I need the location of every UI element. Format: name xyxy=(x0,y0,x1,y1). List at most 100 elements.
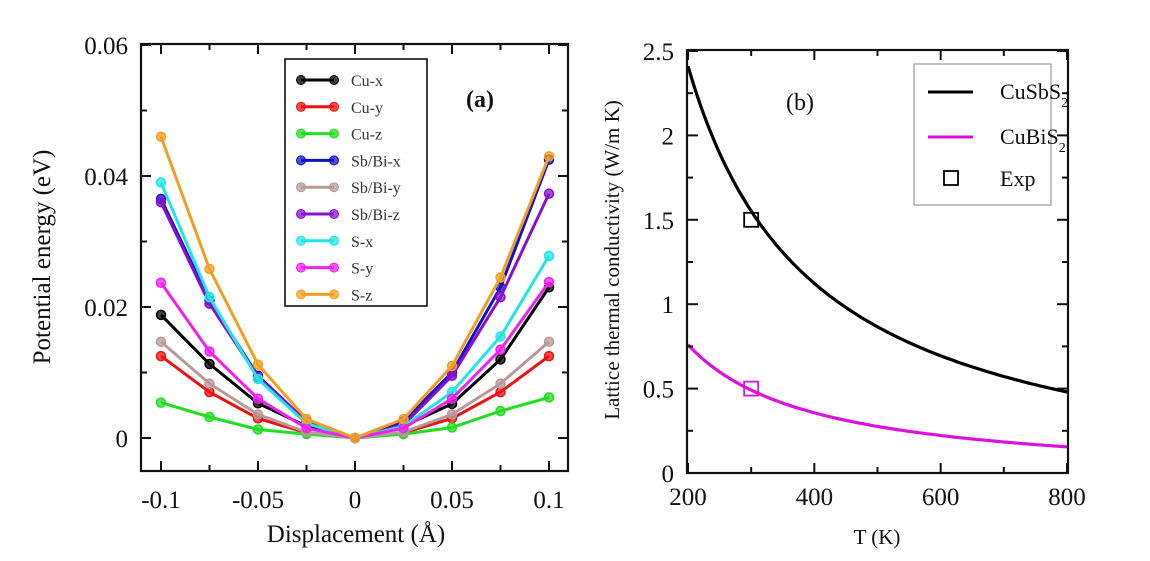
panel-a-y-axis-label: Potential energy (eV) xyxy=(29,150,56,365)
panel-a-y-tick-label: 0.04 xyxy=(84,164,128,191)
panel-b-y-tick-label: 1 xyxy=(662,292,675,319)
legend-marker xyxy=(296,289,306,300)
data-point xyxy=(252,359,264,370)
legend-label: Sb/Bi-y xyxy=(351,180,401,197)
series-line-cusbs2 xyxy=(686,65,1068,394)
data-point xyxy=(155,277,167,289)
data-point xyxy=(495,331,506,342)
panel-a-series xyxy=(155,131,555,444)
panel-a-series-sb-bi-y xyxy=(155,336,555,444)
legend-marker xyxy=(296,75,306,85)
panel-a-x-tick-label: 0 xyxy=(349,487,362,514)
data-point xyxy=(252,393,264,404)
panel-a-ticks: -0.1 -0.05 0 0.05 0.1 0 0.02 0.04 0.06 xyxy=(84,33,568,514)
panel-b-x-tick-label: 800 xyxy=(1048,484,1086,511)
legend-item: S-z xyxy=(296,287,372,304)
legend-label: Sb/Bi-z xyxy=(351,207,400,224)
data-point xyxy=(155,309,167,321)
legend-marker xyxy=(329,262,339,273)
data-point xyxy=(543,151,555,162)
legend-label: Cu-z xyxy=(351,127,382,144)
data-point xyxy=(252,409,264,420)
data-point xyxy=(446,360,458,372)
data-point xyxy=(543,336,555,347)
panel-b-y-tick-label: 1.5 xyxy=(643,208,674,235)
legend-marker xyxy=(329,289,339,300)
panel-a-y-tick-label: 0 xyxy=(116,426,129,453)
exp-data-point xyxy=(743,380,760,397)
data-point xyxy=(155,196,167,208)
data-point xyxy=(495,378,506,389)
legend-item: S-x xyxy=(296,234,373,251)
data-point xyxy=(543,276,555,288)
panel-a-y-tick-label: 0.06 xyxy=(84,33,128,60)
data-point xyxy=(204,346,215,357)
legend-label: Exp xyxy=(1000,166,1035,191)
legend-marker xyxy=(296,262,306,273)
legend-marker xyxy=(296,155,306,166)
legend-marker xyxy=(296,182,306,193)
panel-a-legend: Cu-x Cu-y Cu-z Sb/Bi-x Sb/Bi-y Sb/Bi-z S-x S-y S… xyxy=(284,58,428,307)
legend-item: Sb/Bi-y xyxy=(296,180,401,197)
data-point xyxy=(252,424,264,435)
legend-label: S-y xyxy=(351,261,373,278)
legend-marker xyxy=(329,235,339,246)
panel-b-legend-box xyxy=(913,63,1052,206)
legend-item: Sb/Bi-z xyxy=(296,207,400,224)
series-line xyxy=(160,340,550,440)
legend-marker xyxy=(296,128,306,139)
panel-b-label: (b) xyxy=(786,90,814,116)
series-line-cubis2 xyxy=(686,343,1068,449)
legend-marker xyxy=(329,75,339,85)
panel-b-y-tick-label: 2 xyxy=(662,123,675,150)
data-point xyxy=(204,358,215,370)
legend-item: Cu-z xyxy=(296,127,382,144)
data-point xyxy=(301,422,312,434)
legend-label-subscript: 2 xyxy=(1059,141,1066,156)
legend-item: Exp xyxy=(943,166,1035,191)
panel-a-x-tick-label: 0.05 xyxy=(430,487,474,514)
panel-a-x-tick-label: 0.1 xyxy=(533,487,564,514)
legend-marker xyxy=(296,101,306,112)
data-point xyxy=(543,392,555,403)
legend-marker xyxy=(329,128,339,139)
data-point xyxy=(204,291,215,303)
panel-a-x-tick-label: -0.1 xyxy=(141,487,181,514)
panel-a: -0.1 -0.05 0 0.05 0.100.020.040.06 Cu-xCu-yC… xyxy=(29,33,570,548)
data-point xyxy=(252,373,264,385)
legend-label: Cu-y xyxy=(351,100,383,117)
legend-item: Cu-x xyxy=(296,73,383,90)
data-point xyxy=(543,350,555,362)
panel-a-series-s-z xyxy=(155,131,555,444)
panel-a-y-tick-label: 0.02 xyxy=(84,295,128,322)
data-point xyxy=(495,405,506,417)
data-point xyxy=(155,131,167,142)
data-point xyxy=(301,413,312,425)
panel-b-x-tick-label: 200 xyxy=(669,484,707,511)
panel-b-ticks: 200 400 600 800 0 0.5 1 1.5 2 2.5 xyxy=(643,39,1086,511)
data-point xyxy=(204,411,215,423)
data-point xyxy=(155,336,167,347)
legend-marker xyxy=(296,209,306,219)
legend-marker xyxy=(296,235,306,246)
legend-item: Sb/Bi-x xyxy=(296,153,401,170)
data-point xyxy=(495,386,506,398)
data-point xyxy=(446,393,458,404)
legend-label-subscript: 2 xyxy=(1061,96,1068,111)
panel-b-y-axis-label: Lattice thermal conductivity (W/m K) xyxy=(600,100,624,420)
data-point xyxy=(495,272,506,283)
panel-b-y-tick-label: 0 xyxy=(662,461,675,488)
data-point xyxy=(495,291,506,303)
legend-label: S-x xyxy=(351,234,373,251)
panel-b-x-tick-label: 600 xyxy=(922,484,960,511)
exp-data-point xyxy=(743,211,760,228)
legend-label: S-z xyxy=(351,287,372,304)
panel-b-y-tick-label: 2.5 xyxy=(643,39,674,66)
data-point xyxy=(155,397,167,408)
data-point xyxy=(204,378,215,389)
legend-item: Cu-y xyxy=(296,100,383,117)
data-point xyxy=(495,344,506,355)
